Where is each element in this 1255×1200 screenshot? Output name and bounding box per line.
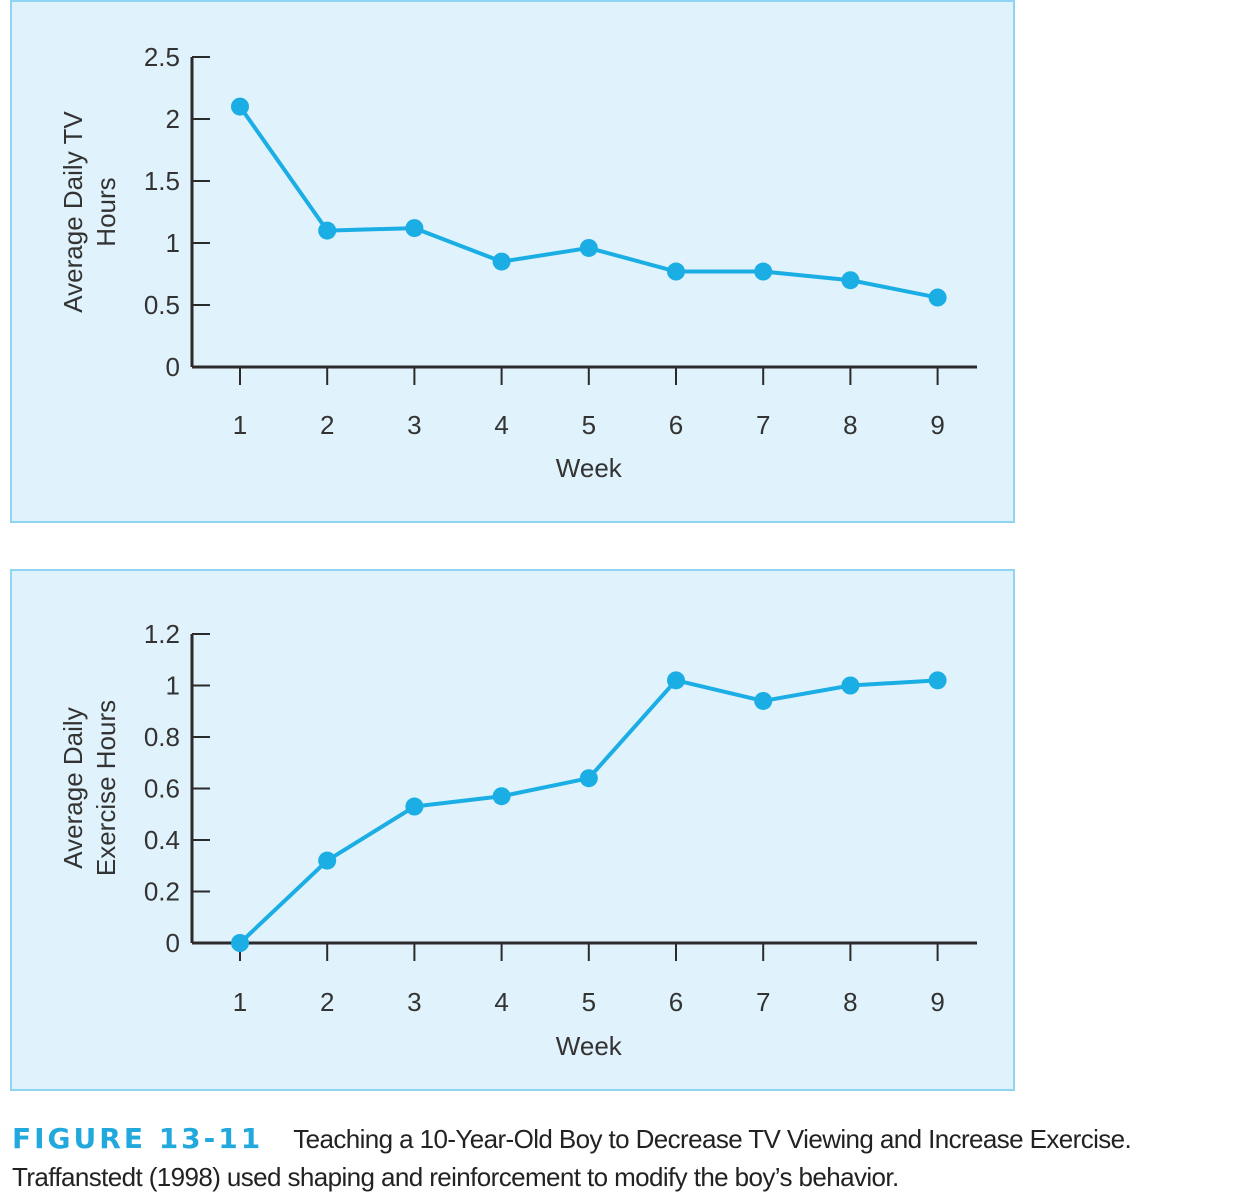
series-line	[238, 105, 938, 300]
data-point	[579, 769, 598, 788]
x-tick-label: 4	[494, 987, 508, 1017]
data-point	[318, 851, 337, 870]
exercise-hours-chart: 0 0.2 0.4 0.6 0.8 1 1.2 1 2 3 4 5 6 7 8 9 Week Average Da…	[58, 619, 977, 1061]
series-line	[238, 678, 938, 945]
x-tick-label: 7	[756, 987, 770, 1017]
x-axis-title: Week	[556, 453, 623, 483]
data-point	[928, 288, 947, 307]
x-tick-label: 2	[320, 410, 334, 440]
x-tick-label: 3	[407, 987, 421, 1017]
x-tick-label: 1	[233, 987, 247, 1017]
y-axis-title: Exercise Hours	[91, 700, 121, 876]
y-tick-label: 0.8	[144, 722, 180, 752]
y-axis-title: Average Daily	[58, 707, 88, 868]
y-tick-label: 0	[166, 352, 180, 382]
x-tick-label: 7	[756, 410, 770, 440]
caption-text: Teaching a 10-Year-Old Boy to Decrease T…	[12, 1124, 1132, 1192]
y-tick-label: 0.4	[144, 825, 180, 855]
y-tick-label: 1.2	[144, 619, 180, 649]
data-point	[928, 671, 947, 690]
x-tick-label: 3	[407, 410, 421, 440]
data-point	[231, 97, 249, 116]
y-tick-label: 0.6	[144, 774, 180, 804]
y-tick-label: 0.5	[144, 290, 180, 320]
data-point	[405, 219, 424, 238]
data-point	[492, 787, 511, 806]
data-point	[318, 221, 337, 240]
x-tick-label: 9	[930, 987, 944, 1017]
data-point	[231, 934, 249, 952]
tv-hours-chart-panel: 0 0.5 1 1.5 2 2.5 1 2 3 4 5 6 7 8 9 Week Average Daily T…	[10, 0, 1015, 523]
y-tick-label: 1	[166, 228, 180, 258]
data-point	[841, 676, 860, 695]
x-tick-label: 8	[843, 987, 857, 1017]
data-point	[667, 671, 685, 690]
x-tick-label: 5	[582, 410, 596, 440]
y-tick-label: 1	[166, 671, 180, 701]
x-tick-label: 5	[582, 987, 596, 1017]
data-point	[754, 691, 773, 710]
data-point	[667, 262, 685, 281]
tv-hours-chart: 0 0.5 1 1.5 2 2.5 1 2 3 4 5 6 7 8 9 Week Average Daily T…	[58, 42, 977, 483]
figure-label: FIGURE 13-11	[12, 1122, 264, 1155]
figure-caption: FIGURE 13-11 Teaching a 10-Year-Old Boy t…	[12, 1120, 1252, 1196]
data-point	[405, 797, 424, 816]
x-axis-title: Week	[556, 1031, 623, 1061]
x-tick-label: 2	[320, 987, 334, 1017]
y-axis-title: Hours	[91, 177, 121, 246]
x-tick-label: 8	[843, 410, 857, 440]
x-tick-label: 6	[669, 410, 683, 440]
y-tick-label: 2	[166, 104, 180, 134]
exercise-hours-chart-panel: 0 0.2 0.4 0.6 0.8 1 1.2 1 2 3 4 5 6 7 8 9 Week Average Da…	[10, 569, 1015, 1091]
x-tick-label: 4	[494, 410, 508, 440]
x-tick-label: 1	[233, 410, 247, 440]
data-point	[492, 252, 511, 271]
data-point	[579, 238, 598, 257]
y-tick-label: 2.5	[144, 42, 180, 72]
y-tick-label: 1.5	[144, 166, 180, 196]
y-tick-label: 0.2	[144, 877, 180, 907]
data-point	[754, 262, 773, 281]
x-tick-label: 9	[930, 410, 944, 440]
y-tick-label: 0	[166, 928, 180, 958]
y-axis-title: Average Daily TV	[58, 111, 88, 313]
x-tick-label: 6	[669, 987, 683, 1017]
data-point	[841, 271, 860, 290]
